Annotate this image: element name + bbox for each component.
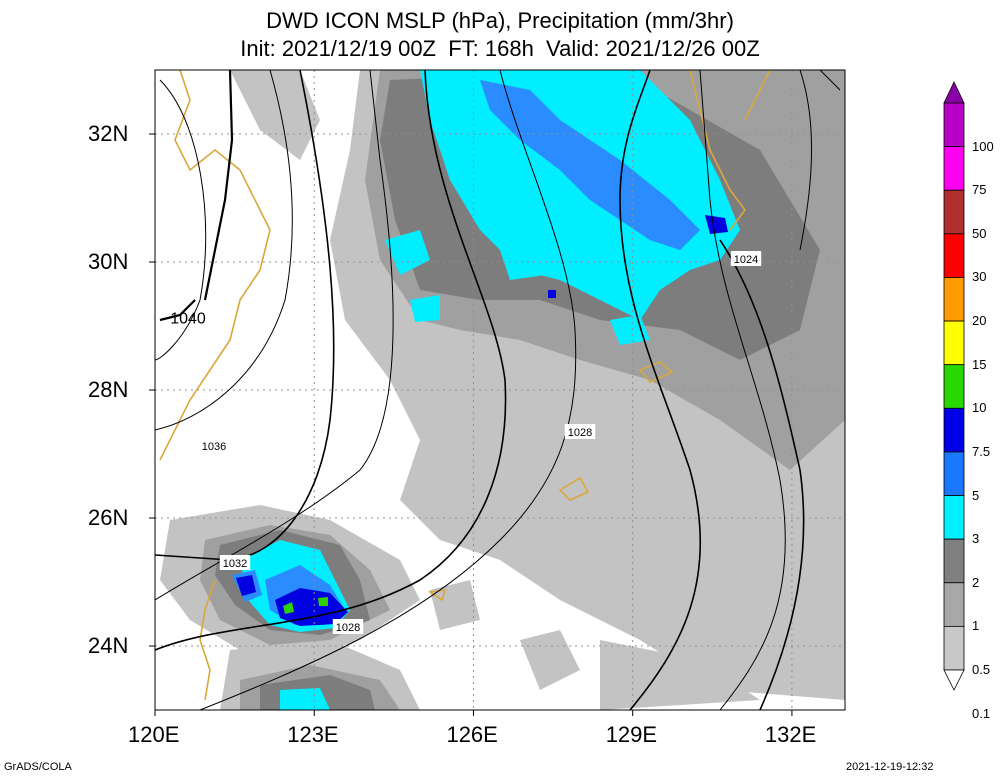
colorbar-segment bbox=[943, 102, 965, 148]
isobar-label: 1036 bbox=[202, 441, 226, 453]
coastlines bbox=[159, 70, 771, 701]
isobar-label-bg bbox=[219, 555, 251, 570]
colorbar-label: 0.1 bbox=[972, 705, 991, 721]
colorbar-label: 3 bbox=[972, 531, 980, 547]
axis-ticks bbox=[149, 133, 793, 716]
colorbar-label: 100 bbox=[972, 138, 994, 154]
isobar-label: 1028 bbox=[568, 427, 592, 439]
colorbar-label: 2 bbox=[972, 574, 980, 590]
colorbar-label: 20 bbox=[972, 313, 987, 329]
colorbar-label: 1 bbox=[972, 618, 980, 634]
colorbar-segment bbox=[943, 407, 965, 453]
isobars bbox=[155, 70, 841, 710]
lat-label: 30N bbox=[88, 249, 129, 274]
colorbar-label: 30 bbox=[972, 269, 987, 285]
colorbar-segment bbox=[943, 320, 965, 366]
colorbar-segment bbox=[943, 189, 965, 235]
lon-label: 123E bbox=[287, 722, 339, 747]
grid-lines bbox=[155, 70, 845, 710]
colorbar bbox=[943, 81, 965, 691]
isobar-label: 1032 bbox=[223, 558, 247, 570]
colorbar-segment bbox=[943, 277, 965, 322]
colorbar-label: 5 bbox=[972, 487, 980, 503]
lat-label: 26N bbox=[88, 505, 129, 530]
colorbar-label: 0.5 bbox=[972, 662, 991, 677]
colorbar-segment bbox=[943, 495, 965, 540]
colorbar-segment bbox=[943, 233, 965, 278]
colorbar-segment bbox=[943, 364, 965, 409]
lon-label: 126E bbox=[446, 722, 498, 747]
colorbar-segment bbox=[943, 538, 965, 584]
colorbar-label: 50 bbox=[972, 225, 987, 241]
colorbar-bottom-arrow bbox=[943, 669, 965, 691]
colorbar-label: 7.5 bbox=[972, 443, 991, 459]
footer-timestamp: 2021-12-19-12:32 bbox=[846, 761, 934, 773]
precip-5-area bbox=[236, 215, 728, 626]
isobar-label: 1028 bbox=[336, 622, 360, 634]
lon-label: 129E bbox=[605, 722, 658, 747]
colorbar-label: 15 bbox=[972, 356, 987, 372]
colorbar-segment bbox=[943, 625, 965, 671]
chart-title: DWD ICON MSLP (hPa), Precipitation (mm/3… bbox=[266, 8, 734, 33]
colorbar-segment bbox=[943, 146, 965, 191]
lat-label: 24N bbox=[88, 633, 129, 658]
lat-label: 32N bbox=[88, 121, 129, 146]
colorbar-top-arrow bbox=[943, 81, 965, 104]
chart-subtitle: Init: 2021/12/19 00Z FT: 168h Valid: 202… bbox=[240, 36, 760, 61]
isobar-label: 1040 bbox=[170, 311, 206, 328]
colorbar-label: 10 bbox=[972, 400, 987, 416]
precip-7.5-area bbox=[283, 597, 328, 614]
colorbar-segment bbox=[943, 582, 965, 627]
colorbar-label: 75 bbox=[972, 182, 987, 198]
isobar-label: 1024 bbox=[734, 254, 758, 266]
map-layers: 1040 1036 1032 1028 1028 1024 bbox=[155, 70, 845, 710]
isobar-labels: 1040 1036 1032 1028 1028 1024 bbox=[170, 251, 762, 634]
lon-label: 132E bbox=[764, 722, 817, 747]
lon-label: 120E bbox=[128, 722, 180, 747]
colorbar-segment bbox=[943, 451, 965, 496]
isobar-label-bg bbox=[332, 619, 364, 634]
isobar-label-bg bbox=[564, 424, 596, 439]
footer-credit: GrADS/COLA bbox=[4, 761, 72, 773]
lat-label: 28N bbox=[88, 377, 129, 402]
isobar-label-bg bbox=[730, 251, 762, 266]
